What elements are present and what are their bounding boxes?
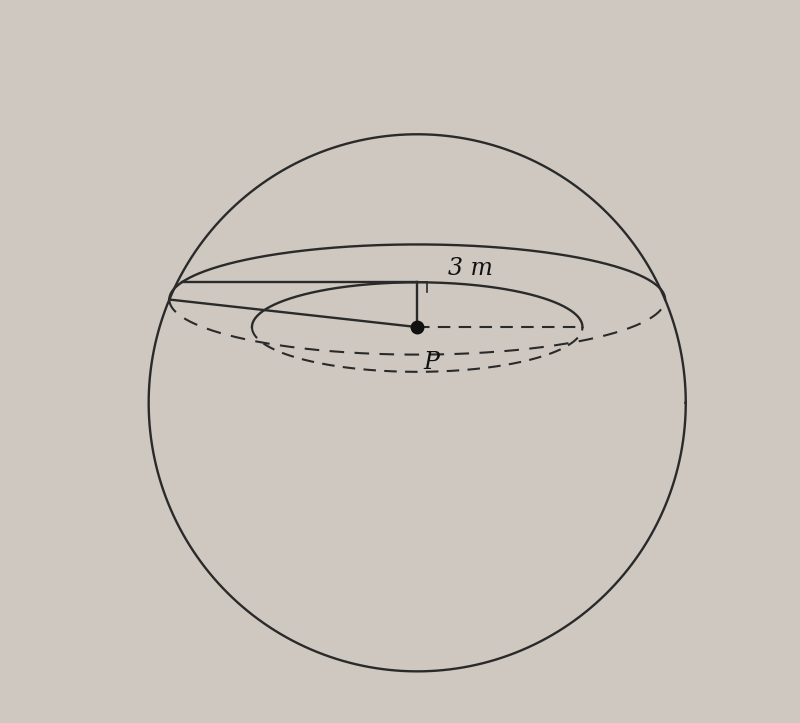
Text: 3 m: 3 m (448, 257, 493, 280)
Text: P: P (423, 351, 439, 375)
